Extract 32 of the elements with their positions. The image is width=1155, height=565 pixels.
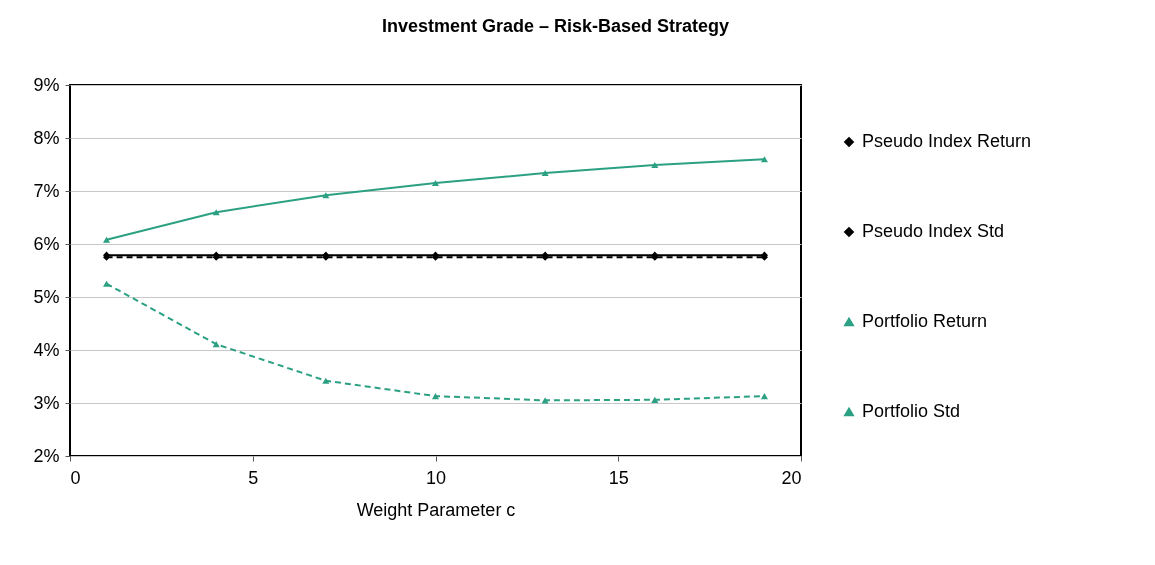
x-tick-label: 0 — [70, 467, 81, 488]
x-tick-label: 5 — [248, 467, 259, 488]
point — [651, 396, 659, 403]
y-tick-label: 5% — [33, 286, 60, 307]
point — [431, 179, 440, 187]
x-axis-title: Weight Parameter c — [356, 499, 516, 520]
legend-label: Portfolio Return — [862, 311, 988, 331]
point — [212, 209, 220, 216]
y-tick-label: 8% — [33, 127, 60, 148]
chart-title: Investment Grade – Risk-Based Strategy — [381, 16, 730, 36]
point — [431, 393, 440, 400]
x-tick-label: 20 — [781, 467, 802, 488]
x-tick-label: 10 — [425, 467, 447, 488]
point — [322, 377, 330, 384]
point — [103, 236, 111, 243]
legend-label: Pseudo Index Std — [862, 221, 1005, 241]
x-tick-label: 15 — [608, 467, 629, 488]
y-tick-label: 7% — [33, 180, 60, 201]
y-tick-label: 3% — [33, 392, 60, 413]
point — [760, 393, 768, 400]
y-tick-label: 9% — [33, 74, 60, 95]
y-tick-label: 2% — [33, 445, 60, 466]
legend-label: Pseudo Index Return — [862, 131, 1032, 151]
point — [322, 192, 330, 199]
point — [103, 280, 111, 287]
point — [651, 161, 659, 169]
point — [760, 156, 768, 163]
point — [212, 341, 220, 348]
point — [541, 169, 549, 177]
y-tick-label: 6% — [33, 233, 60, 254]
y-tick-label: 4% — [33, 339, 60, 360]
legend-label: Portfolio Std — [862, 401, 961, 421]
